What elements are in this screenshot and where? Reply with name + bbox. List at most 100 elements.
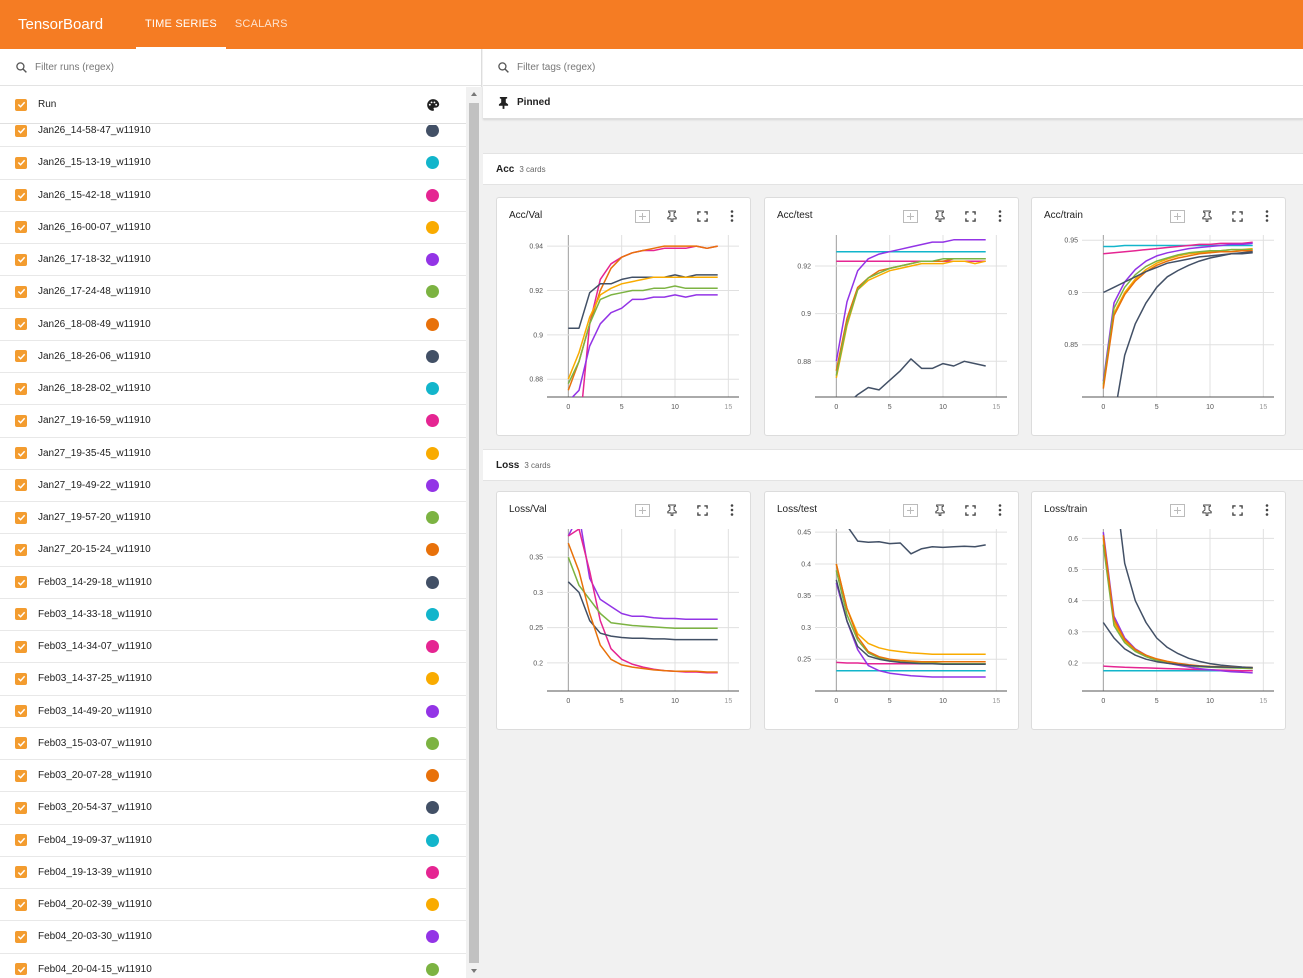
run-row[interactable]: Feb04_19-09-37_w11910 (0, 825, 466, 857)
more-vert-icon[interactable] (992, 208, 1008, 224)
run-color-swatch[interactable] (426, 285, 439, 299)
series-line[interactable] (1102, 532, 1253, 674)
run-checkbox[interactable] (15, 221, 27, 234)
run-checkbox[interactable] (15, 189, 27, 202)
more-vert-icon[interactable] (1259, 208, 1275, 224)
run-color-swatch[interactable] (426, 575, 439, 589)
run-checkbox[interactable] (15, 898, 27, 911)
run-checkbox[interactable] (15, 285, 27, 298)
run-color-swatch[interactable] (426, 801, 439, 815)
run-checkbox[interactable] (15, 156, 27, 169)
run-checkbox[interactable] (15, 737, 27, 750)
series-line[interactable] (835, 258, 986, 376)
run-color-swatch[interactable] (426, 833, 439, 847)
tag-filter[interactable]: Filter tags (regex) (483, 49, 1303, 86)
run-color-swatch[interactable] (426, 607, 439, 621)
run-checkbox[interactable] (15, 705, 27, 718)
tag-filter-input[interactable]: Filter tags (regex) (517, 61, 596, 73)
run-row[interactable]: Feb03_14-37-25_w11910 (0, 663, 466, 696)
run-color-swatch[interactable] (426, 317, 439, 331)
series-line[interactable] (835, 582, 986, 678)
series-line[interactable] (835, 260, 986, 379)
run-row[interactable]: Jan26_18-08-49_w11910 (0, 309, 466, 341)
run-row[interactable]: Jan27_19-16-59_w11910 (0, 405, 466, 438)
run-color-swatch[interactable] (426, 736, 439, 750)
fullscreen-icon[interactable] (1229, 502, 1245, 518)
scroll-up-arrow-icon[interactable] (471, 92, 477, 96)
run-row[interactable]: Jan27_19-57-20_w11910 (0, 502, 466, 535)
run-color-swatch[interactable] (426, 188, 439, 202)
run-color-swatch[interactable] (426, 672, 439, 686)
run-checkbox[interactable] (15, 543, 27, 556)
run-checkbox[interactable] (15, 479, 27, 492)
run-row[interactable]: Feb03_14-29-18_w11910 (0, 567, 466, 599)
series-line[interactable] (835, 563, 986, 655)
series-line[interactable] (1102, 249, 1253, 389)
series-line[interactable] (1103, 250, 1253, 437)
run-row[interactable]: Feb04_20-02-39_w11910 (0, 889, 466, 922)
more-vert-icon[interactable] (724, 502, 740, 518)
series-line[interactable] (836, 358, 986, 411)
more-vert-icon[interactable] (1259, 502, 1275, 518)
fit-domain-icon[interactable] (1169, 502, 1185, 518)
more-vert-icon[interactable] (992, 502, 1008, 518)
series-line[interactable] (567, 245, 718, 391)
series-line[interactable] (567, 556, 718, 630)
run-row[interactable]: Feb03_20-07-28_w11910 (0, 760, 466, 793)
series-line[interactable] (567, 515, 718, 620)
run-row[interactable]: Jan26_15-42-18_w11910 (0, 180, 466, 212)
run-checkbox[interactable] (15, 608, 27, 621)
run-row[interactable]: Feb04_20-03-30_w11910 (0, 921, 466, 954)
run-checkbox[interactable] (15, 672, 27, 685)
series-line[interactable] (836, 492, 986, 555)
run-color-swatch[interactable] (426, 543, 439, 557)
pin-icon[interactable] (664, 208, 680, 224)
run-row[interactable]: Jan26_16-00-07_w11910 (0, 212, 466, 244)
run-checkbox[interactable] (15, 447, 27, 460)
run-row[interactable]: Jan27_19-35-45_w11910 (0, 438, 466, 470)
run-row[interactable]: Jan27_19-49-22_w11910 (0, 470, 466, 502)
series-line[interactable] (567, 542, 718, 673)
more-vert-icon[interactable] (724, 208, 740, 224)
series-line[interactable] (567, 285, 718, 385)
run-color-swatch[interactable] (426, 962, 439, 976)
line-chart[interactable]: 0.2 0.3 0.4 0.5 0.6 0 5 10 15 (1032, 492, 1287, 731)
run-row[interactable]: Jan26_17-18-32_w11910 (0, 244, 466, 277)
fit-domain-icon[interactable] (1169, 208, 1185, 224)
series-line[interactable] (567, 276, 718, 380)
pin-icon[interactable] (932, 208, 948, 224)
series-line[interactable] (1102, 247, 1253, 387)
run-row[interactable]: Jan26_18-26-06_w11910 (0, 341, 466, 373)
series-line[interactable] (568, 294, 718, 402)
run-row[interactable]: Jan26_18-28-02_w11910 (0, 373, 466, 406)
fullscreen-icon[interactable] (694, 502, 710, 518)
series-line[interactable] (568, 274, 718, 329)
run-row[interactable]: Feb03_14-33-18_w11910 (0, 599, 466, 631)
select-all-checkbox[interactable] (15, 98, 27, 111)
scroll-down-arrow-icon[interactable] (471, 969, 477, 973)
run-checkbox[interactable] (15, 414, 27, 427)
run-row[interactable]: Jan26_17-24-48_w11910 (0, 276, 466, 309)
run-color-swatch[interactable] (426, 253, 439, 267)
run-color-swatch[interactable] (426, 156, 439, 170)
pin-icon[interactable] (664, 502, 680, 518)
run-checkbox[interactable] (15, 318, 27, 331)
run-color-swatch[interactable] (426, 930, 439, 944)
run-row[interactable]: Feb03_15-03-07_w11910 (0, 728, 466, 760)
pin-icon[interactable] (932, 502, 948, 518)
runs-scrollbar[interactable] (466, 87, 482, 978)
run-checkbox[interactable] (15, 511, 27, 524)
fit-domain-icon[interactable] (634, 502, 650, 518)
palette-icon[interactable] (426, 98, 440, 112)
fullscreen-icon[interactable] (962, 502, 978, 518)
fullscreen-icon[interactable] (694, 208, 710, 224)
pin-icon[interactable] (1199, 502, 1215, 518)
series-line[interactable] (1102, 248, 1253, 385)
run-color-swatch[interactable] (426, 511, 439, 525)
run-row[interactable]: Feb03_14-34-07_w11910 (0, 631, 466, 664)
series-line[interactable] (1103, 241, 1253, 255)
run-color-swatch[interactable] (426, 640, 439, 654)
run-color-swatch[interactable] (426, 125, 439, 138)
run-row[interactable]: Feb03_20-54-37_w11910 (0, 792, 466, 825)
series-line[interactable] (1102, 622, 1253, 669)
